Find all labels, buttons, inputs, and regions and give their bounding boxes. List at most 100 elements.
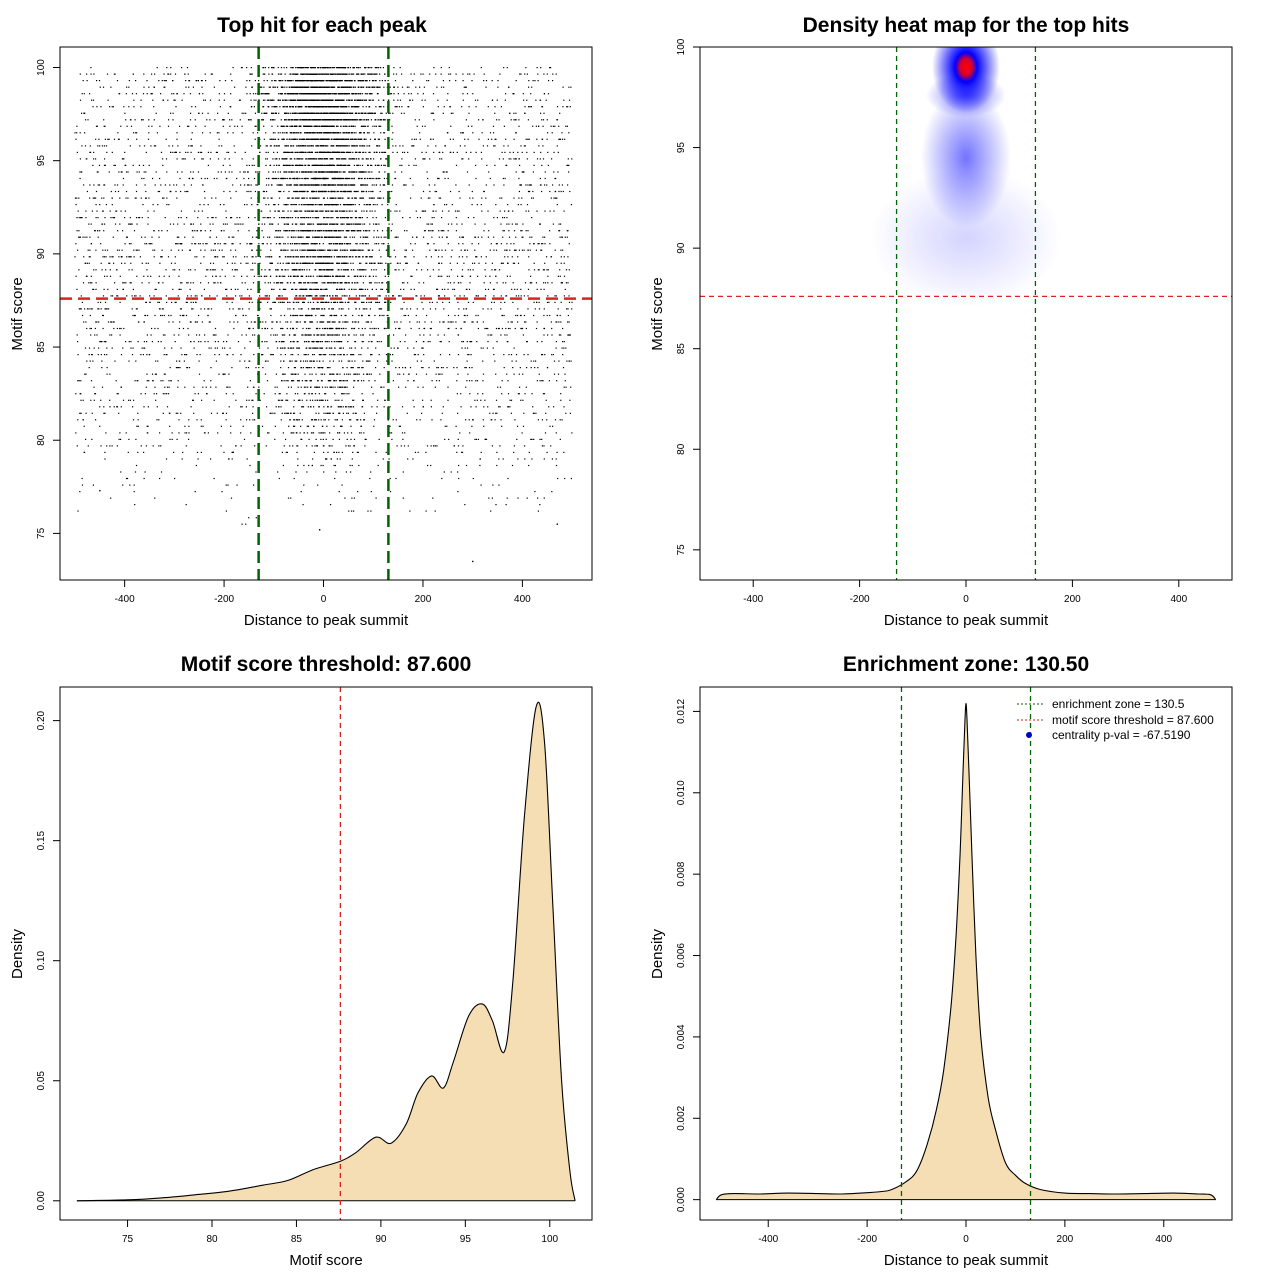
scatter-point (413, 406, 415, 408)
scatter-point (439, 321, 441, 323)
scatter-point (309, 138, 311, 140)
scatter-point (306, 425, 308, 427)
scatter-point (303, 262, 305, 264)
scatter-point (250, 321, 252, 323)
scatter-point (292, 314, 294, 317)
scatter-point (151, 236, 153, 238)
scatter-point (527, 295, 529, 297)
scatter-point (346, 73, 348, 75)
scatter-point (467, 125, 469, 127)
scatter-point (529, 236, 531, 238)
scatter-point (313, 282, 316, 284)
scatter-point (499, 197, 501, 199)
scatter-point (372, 73, 374, 75)
scatter-point (405, 386, 407, 388)
scatter-point (100, 445, 102, 447)
scatter-point (274, 438, 276, 440)
scatter-point (293, 380, 295, 382)
scatter-point (151, 73, 153, 75)
scatter-point (276, 269, 278, 271)
scatter-point (314, 269, 316, 271)
scatter-point (442, 171, 444, 173)
scatter-point (286, 230, 288, 232)
scatter-point (174, 151, 176, 153)
scatter-point (451, 249, 453, 251)
scatter-point (301, 256, 303, 258)
scatter-point (228, 158, 230, 160)
scatter-point (102, 327, 104, 330)
scatter-point (204, 177, 206, 180)
scatter-point (109, 106, 111, 108)
scatter-point (309, 230, 311, 232)
scatter-point (160, 184, 162, 186)
scatter-point (566, 125, 568, 127)
scatter-point (116, 288, 118, 290)
scatter-point (466, 347, 469, 349)
scatter-point (290, 204, 292, 206)
scatter-point (460, 132, 462, 134)
scatter-point (359, 80, 361, 82)
scatter-point (162, 412, 164, 414)
scatter-point (159, 432, 161, 434)
scatter-point (330, 282, 332, 284)
scatter-point (106, 73, 109, 75)
scatter-point (457, 373, 459, 375)
scatter-point (407, 314, 409, 317)
scatter-point (227, 484, 229, 486)
scatter-point (309, 112, 311, 114)
scatter-point (212, 217, 214, 219)
scatter-point (345, 190, 347, 193)
scatter-point (285, 164, 287, 166)
scatter-point (360, 223, 362, 225)
scatter-point (293, 204, 295, 206)
scatter-point (412, 145, 414, 147)
scatter-point (343, 158, 345, 160)
scatter-point (273, 217, 275, 219)
scatter-point (293, 399, 295, 401)
scatter-point (521, 327, 524, 330)
scatter-point (464, 347, 466, 349)
scatter-point (326, 295, 328, 297)
scatter-point (165, 295, 167, 297)
scatter-point (201, 112, 204, 114)
scatter-point (317, 334, 319, 336)
scatter-point (291, 269, 293, 271)
scatter-point (232, 243, 234, 245)
scatter-point (136, 223, 138, 225)
scatter-point (305, 93, 307, 95)
scatter-point (507, 406, 509, 408)
scatter-point (225, 217, 227, 219)
scatter-point (405, 184, 407, 186)
scatter-point (377, 138, 379, 140)
scatter-point (291, 432, 293, 434)
scatter-point (287, 399, 289, 401)
scatter-point (191, 145, 193, 147)
scatter-point (105, 308, 107, 310)
scatter-point (84, 347, 87, 349)
scatter-point (93, 347, 95, 349)
scatter-point (266, 275, 268, 277)
scatter-point (138, 217, 140, 219)
scatter-point (344, 204, 346, 206)
scatter-point (218, 138, 220, 140)
scatter-point (521, 151, 523, 153)
scatter-point (355, 249, 357, 251)
scatter-point (278, 112, 280, 114)
scatter-point (285, 151, 288, 153)
scatter-point (563, 451, 565, 453)
scatter-point (338, 308, 340, 310)
scatter-point (408, 164, 410, 166)
scatter-point (310, 432, 313, 434)
scatter-point (289, 445, 291, 447)
scatter-point (301, 164, 303, 166)
scatter-point (361, 327, 363, 330)
scatter-point (443, 171, 445, 173)
scatter-point (85, 210, 87, 212)
scatter-point (93, 269, 95, 271)
scatter-point (465, 419, 467, 421)
scatter-point (292, 288, 294, 290)
scatter-point (456, 262, 458, 264)
scatter-point (200, 223, 202, 225)
scatter-point (324, 236, 326, 238)
scatter-point (357, 380, 360, 382)
